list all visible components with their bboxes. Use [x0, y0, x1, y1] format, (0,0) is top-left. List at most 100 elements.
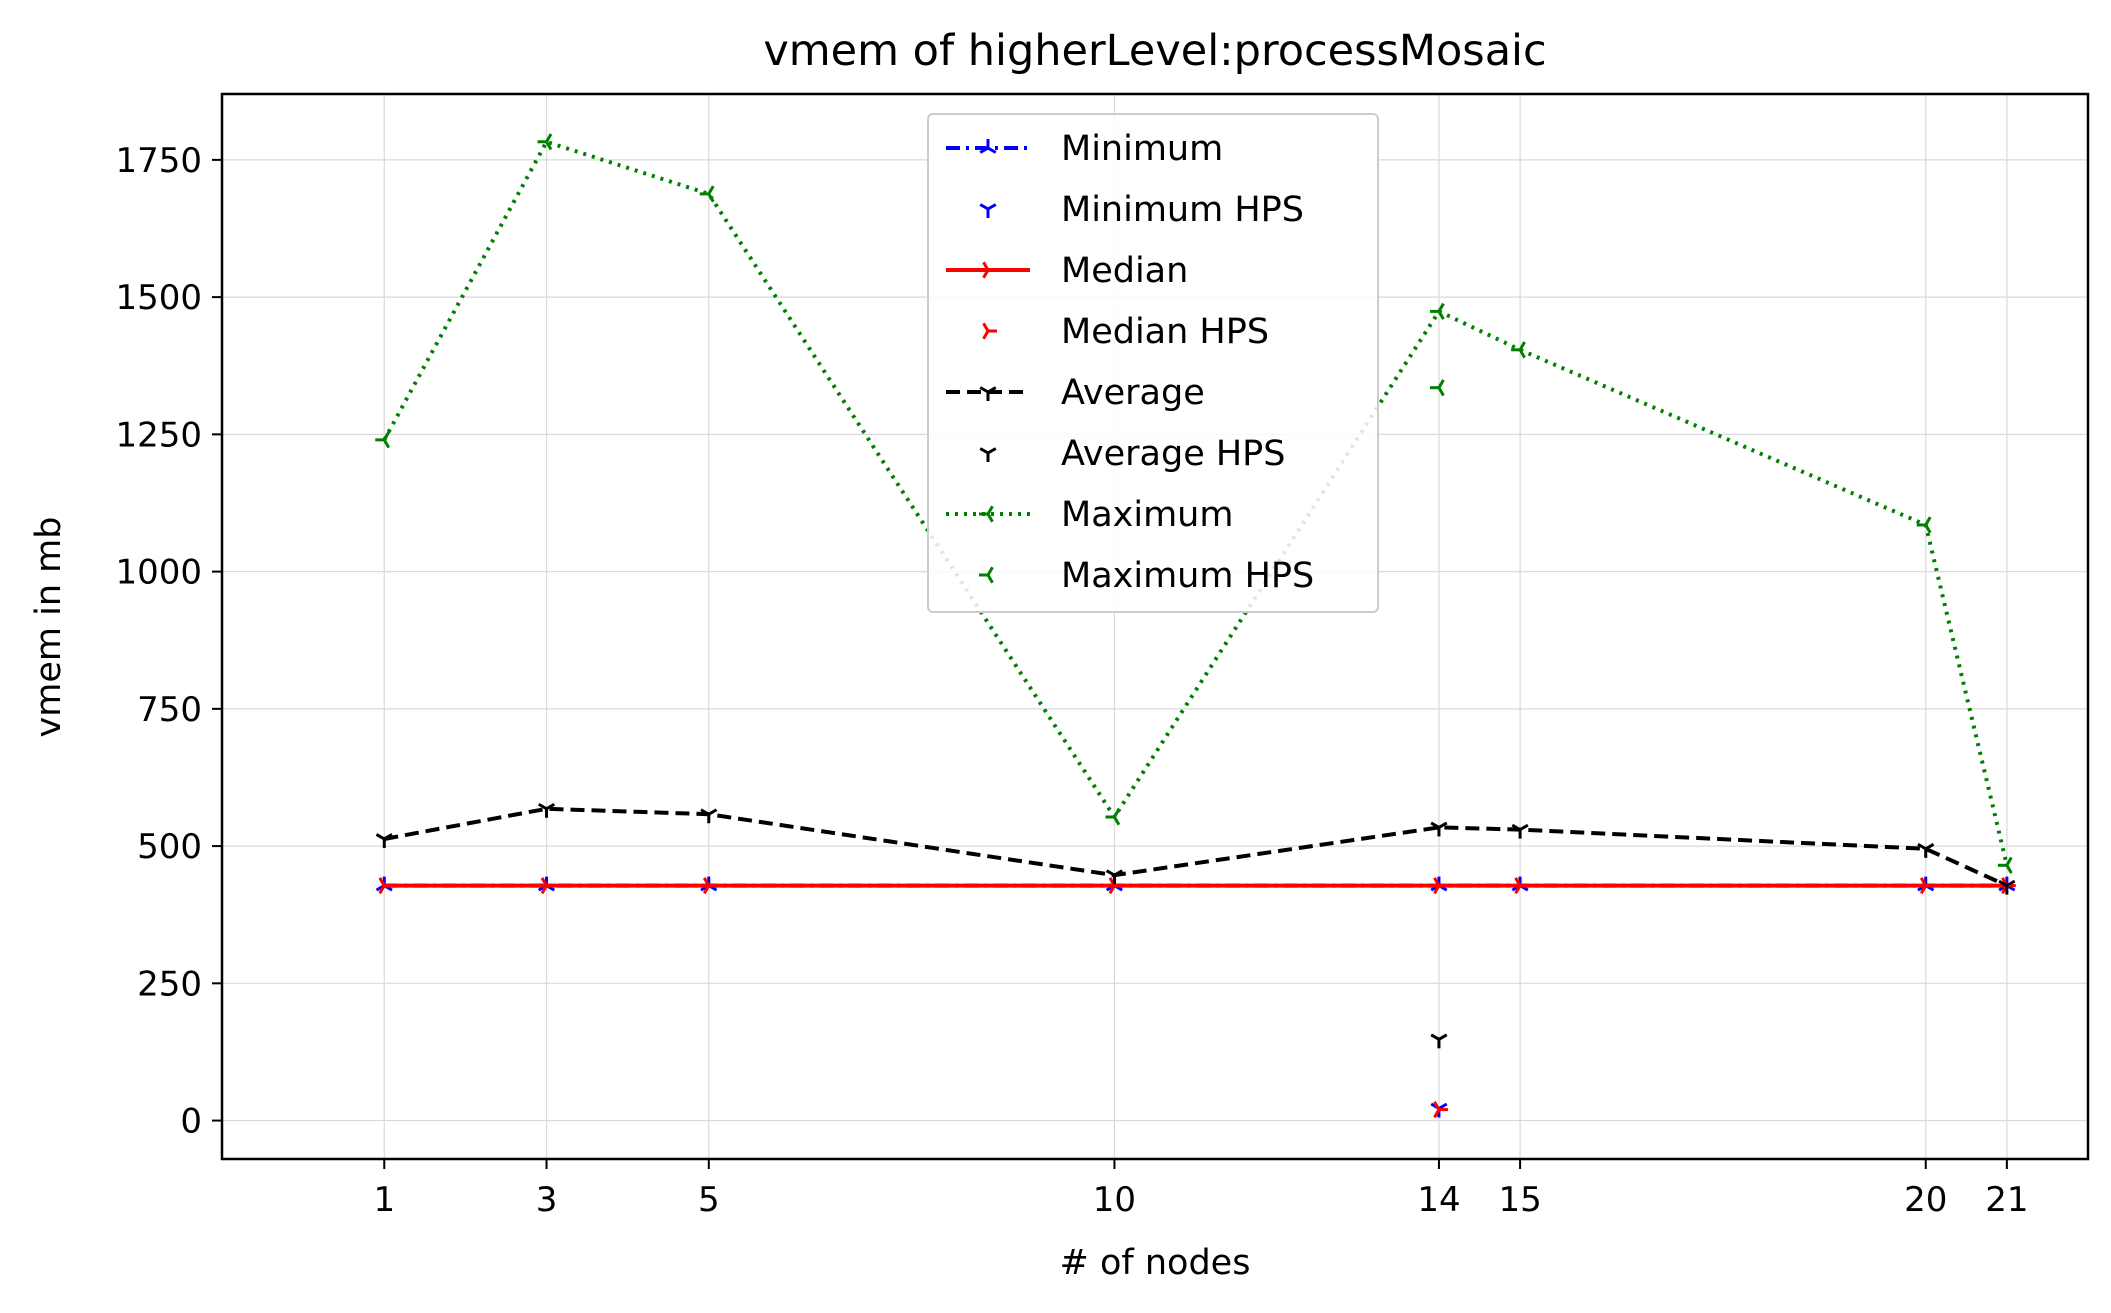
- series-line-average: [383, 806, 2008, 888]
- x-tick-label: 15: [1498, 1180, 1541, 1220]
- marker-stroke: [1113, 869, 1123, 877]
- marker-stroke: [1519, 823, 1529, 831]
- data-point-median: [702, 877, 718, 895]
- marker-stroke: [382, 439, 391, 449]
- marker-stroke: [1430, 821, 1440, 829]
- marker-stroke: [1437, 302, 1445, 313]
- marker-stroke: [982, 261, 990, 271]
- data-point-average: [537, 802, 556, 818]
- data-point-maximum: [1105, 808, 1121, 826]
- marker-stroke: [1924, 524, 1932, 534]
- marker-stroke: [1113, 808, 1121, 818]
- marker-stroke: [1108, 877, 1116, 887]
- marker-stroke: [982, 269, 990, 279]
- series-average: [375, 802, 2016, 895]
- data-point-maximum: [1429, 302, 1445, 320]
- marker-stroke: [979, 447, 989, 455]
- legend-marker: [979, 139, 997, 154]
- y-tick-label: 1250: [115, 415, 202, 455]
- y-tick-label: 500: [137, 827, 202, 867]
- marker-stroke: [1438, 1033, 1448, 1041]
- data-point-median: [378, 877, 394, 895]
- marker-stroke: [700, 808, 710, 816]
- legend-marker: [979, 505, 994, 523]
- legend-entry-maximum: Maximum: [946, 495, 1233, 535]
- chart-title: vmem of higherLevel:processMosaic: [763, 26, 1546, 76]
- legend-entry-average: Average: [946, 373, 1205, 413]
- data-point-average: [1917, 843, 1935, 858]
- marker-stroke: [1438, 821, 1448, 829]
- marker-stroke: [982, 322, 990, 332]
- y-tick-label: 1500: [115, 278, 202, 318]
- legend-entry-minimum: Minimum: [946, 129, 1223, 169]
- x-tick-label: 5: [698, 1180, 720, 1220]
- data-point-average: [1105, 869, 1123, 885]
- y-axis-label: vmem in mb: [29, 517, 69, 738]
- marker-stroke: [708, 808, 718, 816]
- marker-stroke: [986, 505, 994, 515]
- marker-stroke: [2005, 856, 2013, 867]
- x-tick-label: 21: [1985, 1180, 2028, 1220]
- legend-marker: [982, 322, 997, 340]
- series-median: [378, 877, 2016, 895]
- legend-marker: [979, 566, 994, 584]
- x-tick-label: 1: [373, 1180, 395, 1220]
- marker-stroke: [1433, 877, 1441, 887]
- legend: Minimum Minimum HPS Median Median HPS Averag…: [927, 113, 1379, 613]
- legend-entry-average-hps: Average HPS: [979, 434, 1286, 474]
- marker-stroke: [1437, 310, 1445, 320]
- marker-stroke: [537, 802, 548, 811]
- data-point-maximum: [699, 185, 715, 203]
- data-point-maximum: [1916, 516, 1932, 534]
- marker-stroke: [987, 447, 997, 455]
- marker-stroke: [702, 884, 711, 895]
- data-point-average: [1430, 821, 1448, 837]
- legend-label: Minimum: [1061, 129, 1223, 169]
- x-tick-label: 3: [536, 1180, 558, 1220]
- plot-frame: [220, 92, 2090, 1161]
- legend-entry-median: Median: [946, 251, 1188, 291]
- legend-marker: [979, 203, 997, 218]
- x-tick-label: 20: [1904, 1180, 1947, 1220]
- marker-stroke: [1917, 843, 1927, 851]
- legend-label: Average: [1061, 373, 1205, 413]
- marker-stroke: [1433, 884, 1441, 895]
- marker-stroke: [1430, 1033, 1440, 1041]
- data-point-maximum: [375, 431, 391, 449]
- marker-stroke: [540, 884, 548, 895]
- legend-label: Average HPS: [1061, 434, 1286, 474]
- ticks: 1 3 5 10 14 15 20 21 0 250 500 750 1000 1250 1500 1750: [115, 141, 2028, 1220]
- marker-stroke: [1437, 379, 1445, 389]
- series-median-hps: [1433, 1101, 1448, 1119]
- marker-stroke: [1518, 349, 1526, 359]
- data-point-average: [1998, 879, 2016, 895]
- marker-stroke: [378, 877, 386, 887]
- series-maximum-hps: [1429, 379, 1445, 397]
- marker-stroke: [987, 386, 997, 394]
- marker-stroke: [1919, 884, 1928, 895]
- marker-stroke: [545, 802, 556, 811]
- series-layer: [375, 133, 2016, 1119]
- marker-stroke: [545, 133, 553, 143]
- data-point-maximum: [1997, 856, 2013, 874]
- marker-stroke: [1514, 877, 1522, 887]
- legend-label: Maximum HPS: [1061, 556, 1314, 596]
- marker-stroke: [979, 146, 989, 154]
- marker-stroke: [1511, 823, 1521, 831]
- x-axis-label: # of nodes: [1060, 1243, 1251, 1283]
- marker-stroke: [375, 833, 386, 841]
- marker-stroke: [702, 877, 711, 887]
- marker-stroke: [1433, 1101, 1441, 1111]
- y-tick-label: 1750: [115, 141, 202, 181]
- marker-stroke: [540, 877, 548, 887]
- legend-label: Median HPS: [1061, 312, 1269, 352]
- data-point-maximum: [1511, 341, 1526, 359]
- data-point-median-hps: [1433, 1101, 1448, 1119]
- y-tick-label: 250: [137, 964, 202, 1004]
- data-point-median: [1919, 877, 1935, 895]
- marker-stroke: [982, 330, 990, 340]
- marker-stroke: [986, 574, 994, 584]
- marker-stroke: [1924, 516, 1932, 526]
